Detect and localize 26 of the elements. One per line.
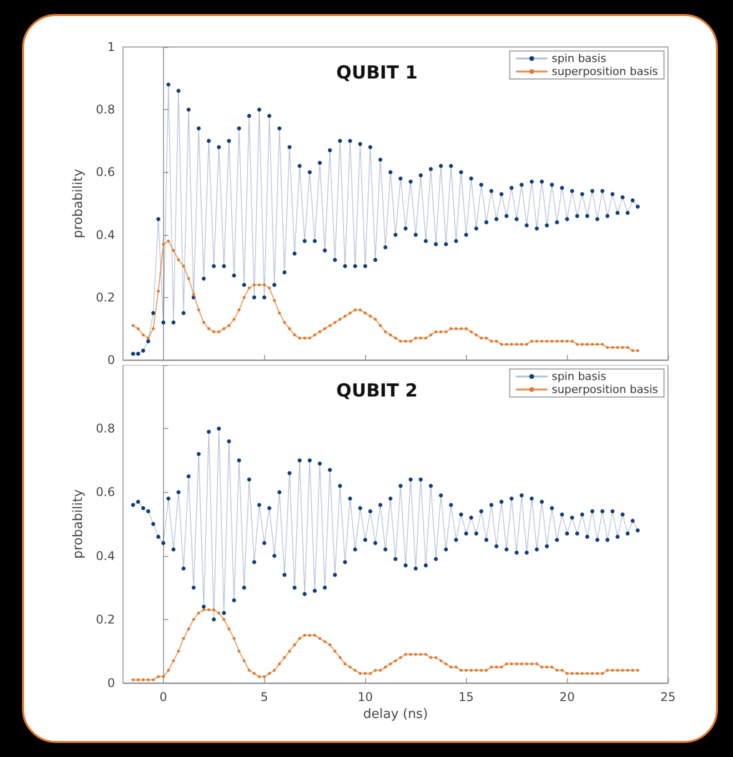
y-tick-label: 0 (107, 353, 115, 367)
y-tick-label: 0.2 (96, 290, 115, 304)
legend-label: spin basis (552, 52, 606, 65)
x-tick-label: 0 (160, 690, 168, 704)
legend-label: superposition basis (552, 65, 658, 78)
y-tick-label: 0.6 (96, 165, 115, 180)
y-tick-label: 0.6 (96, 485, 115, 500)
y-tick-label: 1 (107, 40, 115, 54)
x-tick-label: 25 (660, 690, 676, 704)
x-tick-label: 20 (559, 690, 575, 704)
x-tick-label: 15 (458, 690, 474, 704)
y-tick-label: 0.4 (96, 228, 115, 242)
y-tick-label: 0.8 (96, 102, 115, 117)
x-tick-label: 10 (358, 690, 373, 704)
y-tick-label: 0.4 (96, 548, 115, 563)
y-tick-label: 0 (107, 676, 115, 690)
text: QUBIT 2 (336, 380, 418, 402)
x-tick-label: 5 (260, 690, 268, 704)
legend-label: superposition basis (552, 383, 658, 396)
y-tick-label: 0.8 (96, 422, 115, 436)
legend-label: spin basis (552, 370, 606, 383)
text: QUBIT 1 (336, 62, 418, 84)
x-axis-title: delay (ns) (363, 706, 428, 722)
y-tick-label: 0.2 (96, 612, 115, 626)
y-axis-title: probability (71, 489, 86, 559)
y-axis-title: probability (71, 168, 86, 238)
